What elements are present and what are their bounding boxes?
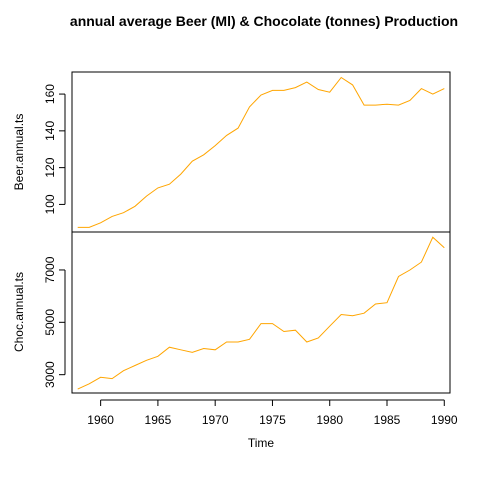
choc-y-tick-label: 5000 xyxy=(43,309,57,336)
beer-plot-frame xyxy=(71,71,451,233)
beer-panel: Beer.annual.ts 100 120 140 160 xyxy=(12,71,451,233)
choc-y-axis-label: Choc.annual.ts xyxy=(12,272,26,352)
choc-y-axis: 3000 5000 7000 xyxy=(43,256,66,388)
x-axis-label: Time xyxy=(248,436,275,450)
beer-series-line xyxy=(77,76,445,228)
x-tick-label: 1985 xyxy=(374,413,401,427)
x-tick-label: 1965 xyxy=(145,413,172,427)
chart-title: annual average Beer (Ml) & Chocolate (to… xyxy=(70,13,458,29)
beer-y-axis-label: Beer.annual.ts xyxy=(12,114,26,191)
x-tick-label: 1970 xyxy=(202,413,229,427)
beer-y-tick-label: 120 xyxy=(43,157,57,177)
choc-panel: Choc.annual.ts 3000 5000 7000 xyxy=(12,231,451,394)
beer-y-tick-label: 160 xyxy=(43,84,57,104)
choc-y-tick-label: 3000 xyxy=(43,361,57,388)
beer-y-tick-label: 100 xyxy=(43,194,57,214)
beer-y-tick-label: 140 xyxy=(43,121,57,141)
x-tick-label: 1975 xyxy=(259,413,286,427)
x-tick-label: 1960 xyxy=(87,413,114,427)
x-tick-label: 1990 xyxy=(431,413,458,427)
x-tick-label: 1980 xyxy=(316,413,343,427)
choc-y-tick-label: 7000 xyxy=(43,256,57,283)
beer-y-axis: 100 120 140 160 xyxy=(43,84,66,214)
choc-plot-frame xyxy=(71,231,451,394)
x-axis: 1960 1965 1970 1975 1980 1985 1990 xyxy=(87,399,458,427)
choc-series-line xyxy=(77,236,445,390)
